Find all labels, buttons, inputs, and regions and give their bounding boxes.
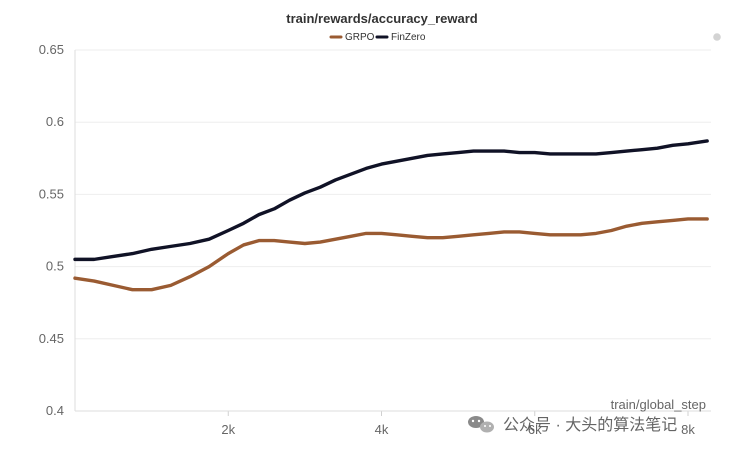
grpo-series-line	[73, 217, 709, 292]
legend-item-finzero[interactable]: FinZero	[375, 32, 426, 43]
x-tick-label: 4k	[375, 422, 389, 437]
status-dot	[713, 33, 721, 41]
legend-item-grpo[interactable]: GRPO	[329, 32, 375, 43]
y-tick-label: 0.5	[46, 259, 64, 274]
x-tick-label: 6k	[528, 422, 542, 437]
x-tick-label: 8k	[681, 422, 695, 437]
series-layer	[73, 139, 709, 292]
y-tick-label: 0.6	[46, 114, 64, 129]
y-tick-label: 0.4	[46, 403, 64, 418]
watermark-text: 公众号 · 大头的算法笔记	[503, 415, 677, 434]
y-tick-label: 0.65	[39, 42, 64, 57]
axes-layer: 0.4 0.45 0.5 0.55 0.6 0.65 2k 4k 6k 8k	[39, 42, 711, 437]
wechat-icon	[468, 416, 494, 433]
watermark: 公众号 · 大头的算法笔记	[468, 415, 677, 434]
legend-label: GRPO	[345, 32, 375, 43]
x-axis-label: train/global_step	[611, 397, 706, 412]
legend-label: FinZero	[391, 32, 426, 43]
x-tick-label: 2k	[221, 422, 235, 437]
legend: GRPO FinZero	[329, 32, 426, 43]
finzero-series-line	[73, 139, 709, 262]
y-tick-label: 0.55	[39, 186, 64, 201]
chart-title: train/rewards/accuracy_reward	[286, 11, 478, 26]
y-tick-label: 0.45	[39, 331, 64, 346]
